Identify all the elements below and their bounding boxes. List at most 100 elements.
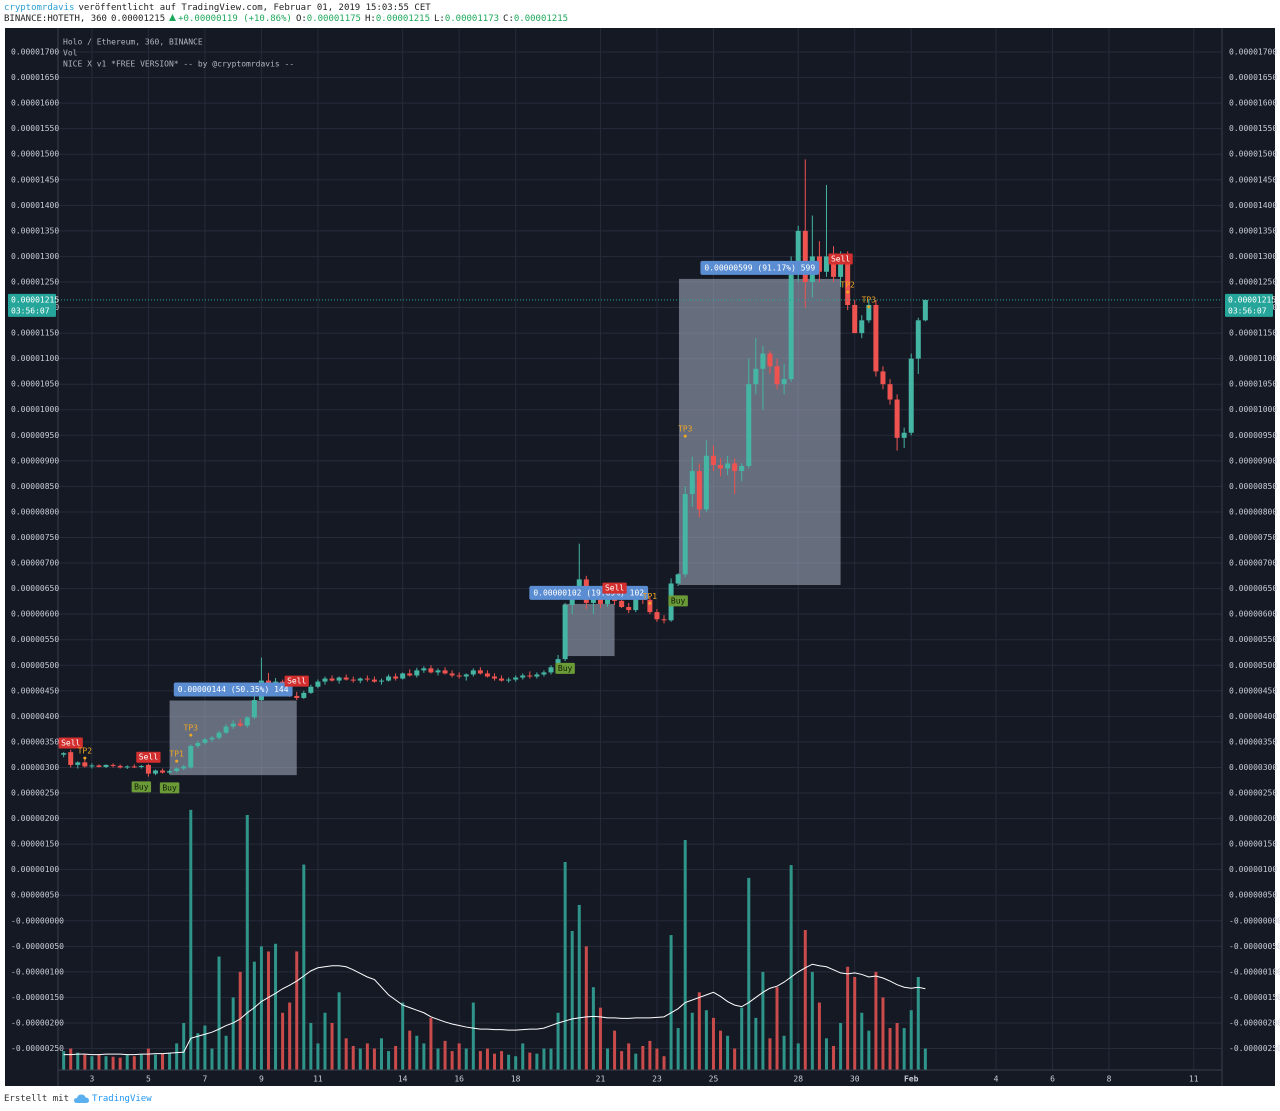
volume-bar [104,1056,108,1070]
candle-body [181,766,187,769]
candle-body [160,770,166,773]
signal: Sell [58,737,83,749]
volume-bar [768,1038,772,1070]
candle-body [654,612,660,620]
candle-body [237,723,243,726]
volume-bar [528,1052,532,1070]
volume-bar [867,1030,871,1070]
volume-bar [521,1043,525,1070]
candle-body [336,677,342,681]
candle-body [167,771,173,773]
y-tick-label: 0.00000600 [1229,610,1277,619]
header: cryptomrdavis veröffentlicht auf TradingV… [4,3,572,25]
volume-bar [125,1054,129,1070]
ohlc-value: 0.00001173 [444,14,500,24]
candle-body [541,672,547,675]
volume-bar [542,1048,546,1070]
candle-body [682,494,688,575]
volume-bar [90,1056,94,1070]
volume-bar [888,1028,892,1070]
brand[interactable]: TradingView [92,1094,152,1104]
author-link[interactable]: cryptomrdavis [4,3,75,13]
candle-body [75,762,81,765]
volume-bar [168,1052,172,1070]
candle-body [315,681,321,687]
volume-bar [563,862,567,1070]
candle-body [378,680,384,682]
candle-body [605,597,611,604]
y-tick-label: 0.00000100 [1229,865,1277,874]
y-tick-label: 0.00000150 [1229,840,1277,849]
volume-bar [337,992,341,1070]
y-tick-label: -0.00000200 [11,1018,64,1027]
candle-body [463,674,469,677]
signal-label-background [136,751,161,763]
candle-body [633,594,639,611]
candle-body [590,598,596,603]
y-tick-label: 0.00001150 [11,329,59,338]
volume-bar [881,997,885,1070]
volume-bar [182,1022,186,1070]
volume-bar [789,865,793,1070]
y-tick-label: 0.00000300 [1229,763,1277,772]
volume-bar [238,971,242,1070]
candle-body [251,700,257,718]
volume-bar [316,1043,320,1070]
y-tick-label: -0.00000100 [1229,967,1280,976]
candle-body [216,732,222,738]
x-tick-label: 18 [511,1075,521,1084]
last-price-label: 0.00001215 [11,295,59,304]
volume-bar [62,1051,66,1070]
candle-body [901,432,907,438]
candle-body [174,768,180,772]
volume-bar [139,1054,143,1070]
volume-bar [210,1048,214,1070]
candle-body [223,726,229,733]
position-box [678,278,841,586]
candle-body [788,261,794,380]
signal-label: Buy [558,664,573,673]
volume-bar [754,1017,758,1070]
signal-dot [648,601,652,605]
candle-body [138,765,144,767]
y-tick-label: 0.00000500 [11,661,59,670]
volume-bar [641,1045,645,1070]
volume-bar [507,1054,511,1070]
volume-bar [132,1056,136,1070]
signal: Buy [131,781,152,793]
volume-bar [401,1002,405,1070]
position-box [562,603,615,657]
y-tick-label: 0.00001700 [11,48,59,57]
y-tick-label: 0.00001600 [1229,99,1277,108]
candle-body [456,675,462,677]
volume-bar [330,1022,334,1070]
candle-body [739,465,745,472]
y-tick-label: 0.00000500 [1229,661,1277,670]
y-tick-label: 0.00001300 [11,252,59,261]
y-tick-label: -0.00000150 [1229,993,1280,1002]
y-tick-label: -0.00000250 [11,1044,64,1053]
y-tick-label: 0.00000800 [11,507,59,516]
y-tick-label: 0.00001450 [11,175,59,184]
chart-panel [5,28,1275,1086]
x-tick-label: 4 [994,1075,999,1084]
volume-bar [598,1007,602,1070]
volume-bar [676,1028,680,1070]
signal-label: TP2 [840,281,855,290]
volume-bar [810,971,814,1070]
volume-bar [429,1017,433,1070]
signal-label: TP3 [184,724,199,733]
signal: Buy [159,782,180,794]
volume-bar [422,1043,426,1070]
signal-label: TP1 [169,750,184,759]
volume-bar [549,1048,553,1070]
x-tick-label: 14 [398,1075,408,1084]
volume-bar [471,1002,475,1070]
volume-bar [161,1053,165,1070]
y-tick-label: 0.00000950 [11,431,59,440]
y-tick-label: -0.00000000 [11,916,64,925]
volume-bar [655,1048,659,1070]
candle-body [548,667,554,673]
volume-bar [824,1038,828,1070]
